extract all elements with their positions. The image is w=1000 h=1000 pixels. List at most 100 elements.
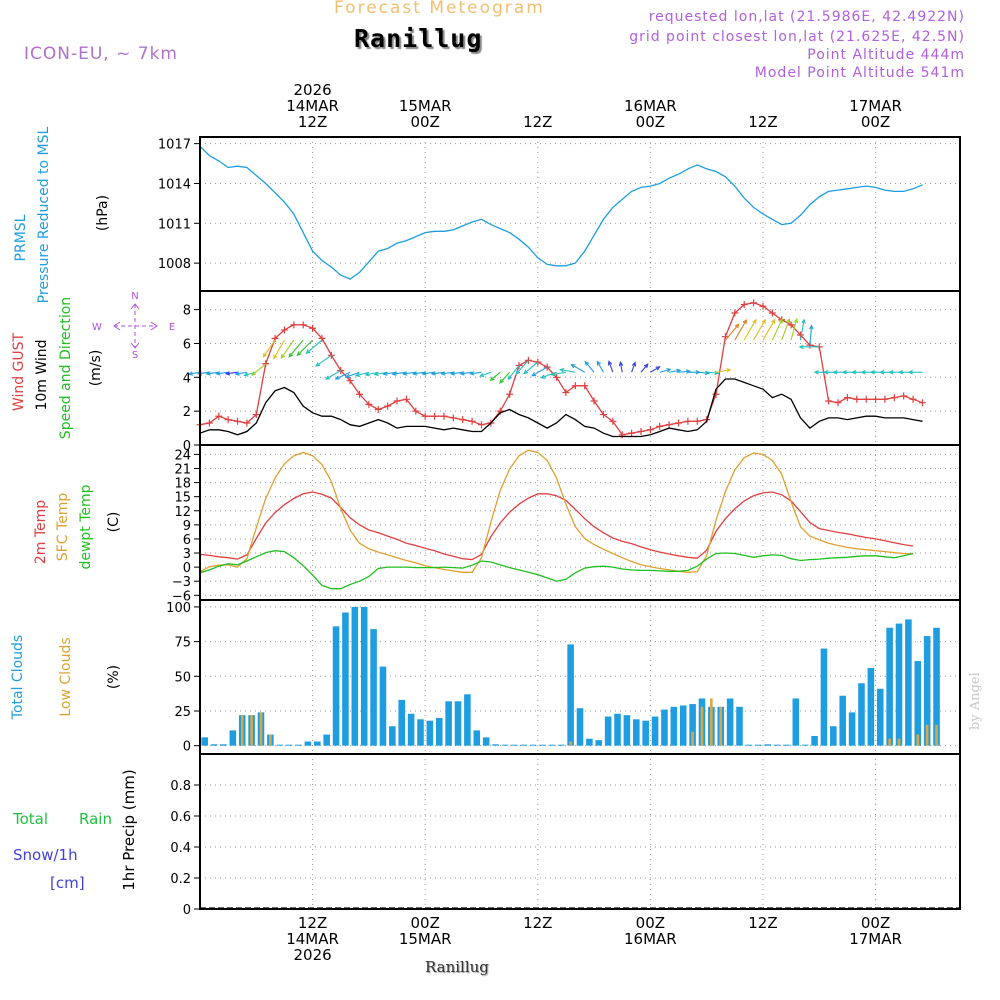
wind-arrow-head	[570, 363, 576, 369]
wind-arrow-head	[907, 369, 913, 375]
cloud-bar-total	[858, 683, 865, 746]
wind-arrow-head	[631, 361, 637, 367]
cloud-bar-total	[839, 695, 846, 746]
cloud-bar-total	[220, 744, 227, 746]
gust-marker	[393, 397, 401, 405]
cloud-bar-total	[445, 701, 452, 746]
wind-arrow-head	[373, 371, 379, 377]
precip-rain-label: Rain	[79, 810, 112, 828]
wind-arrow-head	[832, 369, 838, 375]
series-line-dewpt-temp	[199, 550, 914, 590]
gust-marker	[909, 395, 917, 403]
cloud-bar-total	[773, 744, 781, 746]
model-altitude: Model Point Altitude 541m	[754, 65, 965, 81]
wind-arrow-head	[334, 375, 340, 380]
cloud-bar-total	[876, 688, 884, 746]
y-tick-label: 50	[174, 670, 191, 685]
wind-arrow-head	[778, 318, 783, 324]
series-line-wind-gust	[199, 302, 923, 436]
y-tick-label: 6	[183, 337, 191, 352]
top-time-label: 14MAR	[286, 97, 339, 115]
cloud-bar-total	[886, 627, 893, 746]
cloud-bar-total	[304, 741, 312, 746]
top-time-label: 15MAR	[399, 97, 452, 115]
cloud-bar-low	[925, 724, 929, 746]
wind-arrow-head	[809, 324, 814, 330]
wind-arrow	[251, 363, 267, 376]
wind-arrow-head	[550, 371, 556, 377]
cloud-bar-total	[736, 706, 743, 746]
cloud-bar-total	[201, 737, 208, 746]
gust-marker	[637, 427, 645, 435]
wind-arrow-head	[897, 369, 904, 375]
wind-arrow	[499, 371, 511, 384]
cloud-bar-low	[691, 731, 694, 746]
bottom-time-label: 16MAR	[624, 930, 677, 948]
gust-marker	[609, 417, 617, 425]
cloud-bar-total	[229, 730, 237, 746]
gust-marker	[553, 373, 561, 381]
y-tick-label: 0.4	[170, 841, 191, 856]
gust-marker	[853, 395, 861, 403]
wind-arrow	[403, 371, 416, 375]
gust-marker	[440, 412, 448, 420]
wind-arrow-head	[324, 375, 331, 380]
gust-marker	[431, 412, 439, 420]
wind-arrow-head	[879, 369, 885, 375]
cloud-bar-low	[240, 715, 244, 746]
wind-arrow	[335, 371, 351, 380]
wind-arrow	[697, 371, 709, 374]
cloud-bar-low	[259, 712, 263, 746]
wind-arrow-head	[618, 361, 624, 367]
gust-marker	[477, 421, 485, 429]
wind-arrow	[584, 361, 595, 373]
cloud-bar-total	[670, 706, 678, 746]
y-tick-label: 9	[183, 519, 191, 534]
y-tick-label: −6	[172, 589, 191, 604]
wind-arrow-head	[499, 378, 504, 384]
temp-sfc-label: SFC Temp	[55, 493, 71, 562]
cloud-bar-total	[314, 741, 321, 746]
panel-frame	[199, 136, 961, 292]
bottom-time-label: 12Z	[298, 914, 327, 932]
cloud-bar-total	[642, 720, 649, 746]
cloud-bar-total	[905, 619, 912, 746]
wind-arrow-head	[761, 318, 766, 324]
wind-arrow	[531, 366, 548, 377]
cloud-bar-low	[569, 741, 572, 746]
top-time-label: 12Z	[523, 113, 552, 131]
wind-arrow-head	[243, 372, 249, 377]
gust-marker	[356, 390, 364, 398]
wind-arrow	[206, 371, 219, 375]
clouds-total-label: Total Clouds	[10, 635, 26, 720]
gust-marker	[590, 397, 598, 405]
cloud-bar-total	[614, 713, 621, 746]
wind-arrow-head	[251, 371, 257, 376]
cloud-bar-total	[398, 699, 406, 746]
y-tick-label: 0	[183, 740, 191, 755]
gust-marker	[872, 395, 880, 403]
wind-arrow	[507, 365, 520, 380]
wind-arrow-head	[234, 371, 240, 376]
cloud-bar-total	[661, 709, 668, 746]
wind-arrow	[216, 371, 229, 375]
top-time-label: 2026	[293, 81, 331, 99]
cloud-bar-total	[923, 636, 931, 746]
panel-frame	[199, 290, 961, 446]
wind-arrow-head	[215, 371, 221, 376]
gust-marker	[768, 309, 776, 317]
wind-arrow	[490, 371, 501, 381]
cloud-bar-total	[323, 734, 330, 746]
y-tick-label: 0	[183, 903, 191, 918]
wind-arrow	[781, 318, 790, 341]
y-tick-label: 0.6	[170, 810, 191, 825]
wind-arrow	[715, 369, 731, 373]
gust-marker	[675, 419, 683, 427]
gust-marker	[205, 419, 213, 427]
wind-arrow-head	[288, 352, 294, 358]
cloud-bar-total	[689, 704, 696, 746]
wind-arrow-head	[421, 371, 427, 376]
wind-arrow	[262, 339, 276, 358]
cloud-bar-total	[295, 744, 302, 746]
bottom-time-label: 15MAR	[399, 930, 452, 948]
